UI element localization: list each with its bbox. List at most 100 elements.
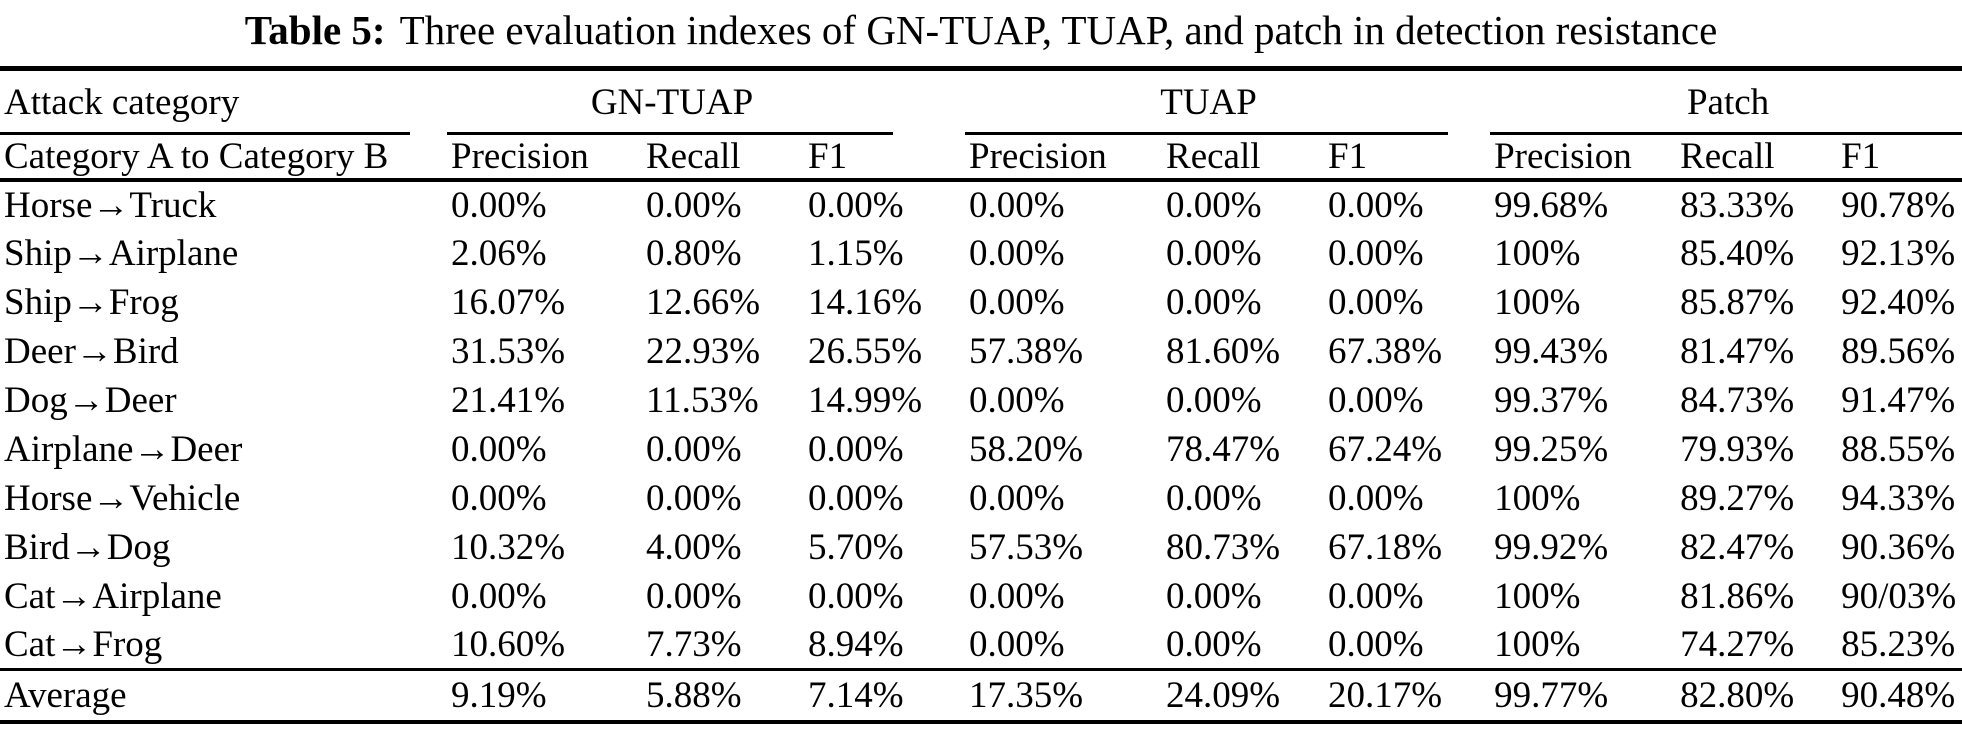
metric-cell: 99.68%	[1494, 184, 1609, 226]
metric-cell: 0.00%	[1166, 379, 1262, 421]
metric-cell: 0.00%	[1166, 281, 1262, 323]
metric-cell: 10.32%	[451, 526, 566, 568]
patch-precision-header: Precision	[1490, 134, 1677, 182]
gn-tuap-group-label: GN-TUAP	[590, 82, 754, 124]
table-row: Cat→Frog 10.60% 7.73% 8.94% 0.00% 0.00% …	[0, 621, 1962, 670]
metric-cell: 0.00%	[969, 623, 1065, 665]
metric-cell: 85.87%	[1680, 281, 1795, 323]
metric-cell: 83.33%	[1680, 184, 1795, 226]
metric-cell: 89.56%	[1841, 330, 1956, 372]
metric-cell: 14.99%	[808, 379, 923, 421]
metric-cell: 81.47%	[1680, 330, 1795, 372]
metric-cell: 58.20%	[969, 428, 1084, 470]
table-row: Bird→Dog 10.32% 4.00% 5.70% 57.53% 80.73…	[0, 523, 1962, 572]
metric-cell: 0.00%	[969, 232, 1065, 274]
table-caption: Table 5: Three evaluation indexes of GN-T…	[0, 0, 1962, 54]
metric-cell: 0.00%	[1328, 281, 1424, 323]
metric-cell: 5.70%	[808, 526, 904, 568]
gn-tuap-recall-header: Recall	[642, 134, 804, 182]
gn-tuap-group-header: GN-TUAP	[447, 69, 965, 135]
gn-tuap-f1-header: F1	[804, 134, 966, 182]
metric-cell: 0.00%	[1328, 379, 1424, 421]
metric-cell: 99.25%	[1494, 428, 1609, 470]
metric-cell: 67.38%	[1328, 330, 1443, 372]
metric-cell: 99.92%	[1494, 526, 1609, 568]
attack-category-cell: Airplane→Deer	[4, 428, 243, 470]
metric-cell: 0.00%	[969, 184, 1065, 226]
table-row: Ship→Airplane 2.06% 0.80% 1.15% 0.00% 0.…	[0, 229, 1962, 278]
metric-cell: 0.00%	[1166, 477, 1262, 519]
metric-cell: 0.00%	[808, 184, 904, 226]
metric-cell: 0.00%	[969, 477, 1065, 519]
metric-cell: 0.00%	[1328, 623, 1424, 665]
group-header-row: Attack category GN-TUAP TUAP Patch	[0, 69, 1962, 135]
metric-cell: 0.00%	[1166, 184, 1262, 226]
metric-cell: 17.35%	[965, 668, 1163, 722]
metric-cell: 79.93%	[1680, 428, 1795, 470]
metric-cell: 100%	[1494, 575, 1581, 617]
attack-category-cell: Cat→Airplane	[4, 575, 222, 617]
metric-cell: 90.78%	[1841, 184, 1956, 226]
metric-cell: 90/03%	[1841, 575, 1957, 617]
metric-cell: 21.41%	[451, 379, 566, 421]
metric-cell: 0.00%	[1166, 575, 1262, 617]
metric-cell: 85.23%	[1841, 623, 1956, 665]
attack-category-group-header: Attack category	[0, 69, 447, 135]
patch-group-label: Patch	[1686, 82, 1770, 124]
metric-cell: 80.73%	[1166, 526, 1281, 568]
patch-group-header: Patch	[1490, 69, 1962, 135]
table-row: Horse→Truck 0.00% 0.00% 0.00% 0.00% 0.00…	[0, 180, 1962, 229]
metric-cell: 99.43%	[1494, 330, 1609, 372]
attack-category-cell: Horse→Truck	[4, 184, 217, 226]
table-row: Deer→Bird 31.53% 22.93% 26.55% 57.38% 81…	[0, 327, 1962, 376]
attack-category-cell: Dog→Deer	[4, 379, 177, 421]
metric-cell: 94.33%	[1841, 477, 1956, 519]
metric-cell: 0.00%	[1166, 232, 1262, 274]
metric-cell: 24.09%	[1162, 668, 1325, 722]
metric-cell: 0.00%	[451, 477, 547, 519]
metric-cell: 8.94%	[808, 623, 904, 665]
metric-cell: 0.00%	[646, 184, 742, 226]
metric-cell: 22.93%	[646, 330, 761, 372]
table-caption-label: Table 5:	[244, 7, 386, 53]
metric-cell: 90.36%	[1841, 526, 1956, 568]
metric-cell: 74.27%	[1680, 623, 1795, 665]
metric-cell: 99.77%	[1490, 668, 1677, 722]
metric-cell: 0.80%	[646, 232, 742, 274]
metric-cell: 81.60%	[1166, 330, 1281, 372]
average-row: Average 9.19% 5.88% 7.14% 17.35% 24.09% …	[0, 668, 1962, 722]
metric-cell: 5.88%	[642, 668, 804, 722]
metric-cell: 0.00%	[969, 575, 1065, 617]
metric-cell: 7.73%	[646, 623, 742, 665]
metric-cell: 0.00%	[451, 184, 547, 226]
metric-cell: 81.86%	[1680, 575, 1795, 617]
metric-cell: 0.00%	[808, 575, 904, 617]
patch-recall-header: Recall	[1676, 134, 1838, 182]
metric-cell: 100%	[1494, 477, 1581, 519]
table-caption-text: Three evaluation indexes of GN-TUAP, TUA…	[399, 7, 1718, 53]
metric-cell: 92.13%	[1841, 232, 1956, 274]
metric-cell: 0.00%	[1328, 184, 1424, 226]
metric-cell: 0.00%	[646, 428, 742, 470]
metric-cell: 0.00%	[646, 575, 742, 617]
attack-category-cell: Deer→Bird	[4, 330, 179, 372]
metric-cell: 4.00%	[646, 526, 742, 568]
metric-cell: 0.00%	[808, 428, 904, 470]
metric-cell: 0.00%	[808, 477, 904, 519]
metric-cell: 82.80%	[1676, 668, 1838, 722]
metric-cell: 89.27%	[1680, 477, 1795, 519]
metric-cell: 57.53%	[969, 526, 1084, 568]
metric-cell: 99.37%	[1494, 379, 1609, 421]
attack-category-subheader: Category A to Category B	[0, 134, 447, 182]
metric-cell: 91.47%	[1841, 379, 1956, 421]
metric-cell: 88.55%	[1841, 428, 1956, 470]
metric-cell: 20.17%	[1324, 668, 1491, 722]
attack-category-cell: Average	[0, 668, 447, 722]
tuap-recall-header: Recall	[1162, 134, 1325, 182]
metric-cell: 67.24%	[1328, 428, 1443, 470]
metric-cell: 67.18%	[1328, 526, 1443, 568]
metric-cell: 84.73%	[1680, 379, 1795, 421]
metric-cell: 82.47%	[1680, 526, 1795, 568]
metric-header-row: Category A to Category B Precision Recal…	[0, 134, 1962, 182]
